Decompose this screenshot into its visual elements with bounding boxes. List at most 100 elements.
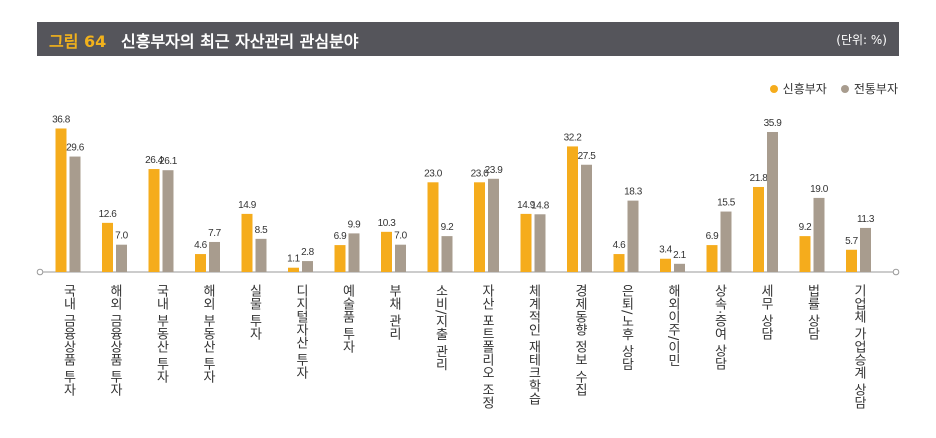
bar-a-10	[520, 213, 532, 272]
bar-a-17	[846, 249, 857, 272]
bar-b-15	[767, 131, 778, 272]
category-label-12: 은퇴/노후 상담	[619, 284, 634, 371]
value-label-b-10: 14.8	[531, 200, 550, 211]
bar-a-14	[706, 245, 718, 272]
bar-a-5	[288, 267, 299, 272]
bar-b-5	[302, 261, 313, 272]
value-label-a-8: 23.0	[424, 168, 443, 179]
value-label-b-6: 9.9	[348, 219, 362, 230]
value-label-a-9: 23.0	[471, 168, 490, 179]
category-label-17: 기업체 가업승계 상담	[851, 284, 866, 410]
category-label-16: 법률 상담	[805, 284, 820, 341]
value-label-b-3: 7.7	[208, 228, 222, 239]
value-label-b-0: 29.6	[66, 143, 85, 154]
category-label-11: 경제동향 정보 수집	[572, 284, 587, 397]
value-label-b-7: 7.0	[394, 231, 408, 242]
category-label-7: 부채 관리	[386, 284, 401, 341]
value-label-a-6: 6.9	[334, 231, 348, 242]
value-label-b-2: 26.1	[159, 156, 178, 167]
category-label-15: 세무 상담	[758, 284, 773, 341]
value-label-b-15: 35.9	[764, 118, 783, 129]
legend-swatch-series-b	[840, 84, 849, 93]
bar-b-14	[720, 211, 732, 272]
value-label-a-16: 9.2	[799, 222, 813, 233]
value-label-a-3: 4.6	[194, 240, 208, 251]
bar-a-9	[474, 182, 485, 272]
value-label-b-17: 11.3	[857, 214, 875, 225]
figure-label: 그림 64	[49, 32, 107, 51]
bar-a-15	[753, 186, 764, 272]
bar-b-11	[581, 164, 592, 272]
category-label-14: 상속·증여 상담	[712, 284, 727, 371]
value-label-a-15: 21.8	[750, 173, 769, 184]
bar-a-4	[241, 213, 253, 272]
value-label-a-2: 26.4	[145, 155, 164, 166]
bar-a-13	[660, 258, 671, 272]
bar-b-3	[209, 241, 220, 272]
bar-b-12	[627, 200, 639, 272]
bar-b-9	[488, 178, 499, 272]
bar-b-17	[860, 227, 871, 272]
bar-a-7	[381, 231, 392, 272]
bar-a-6	[334, 245, 346, 272]
bar-a-0	[55, 128, 67, 272]
value-label-a-7: 10.3	[378, 218, 397, 229]
legend-label-series-a: 신흥부자	[782, 82, 827, 96]
value-label-a-5: 1.1	[287, 254, 301, 265]
chart-header: 그림 64 신흥부자의 최근 자산관리 관심분야 (단위: %)	[37, 22, 899, 56]
bar-b-2	[162, 170, 174, 272]
bar-a-11	[567, 146, 578, 272]
value-label-a-11: 32.2	[564, 132, 583, 143]
value-label-b-8: 9.2	[441, 222, 455, 233]
value-label-a-4: 14.9	[238, 200, 257, 211]
category-label-13: 해외이주/이민	[665, 284, 680, 367]
bar-b-7	[395, 244, 406, 272]
value-label-b-13: 2.1	[673, 250, 687, 261]
value-label-b-9: 23.9	[485, 165, 504, 176]
value-label-b-16: 19.0	[810, 184, 829, 195]
bar-b-0	[69, 156, 81, 272]
legend-item-series-b: 전통부자	[840, 80, 898, 97]
value-label-a-0: 36.8	[52, 114, 71, 125]
chart-legend: 신흥부자 전통부자	[769, 80, 898, 97]
bar-a-1	[102, 222, 113, 272]
value-label-a-1: 12.6	[99, 209, 118, 220]
bar-b-6	[348, 233, 360, 272]
value-label-b-4: 8.5	[255, 225, 269, 236]
category-label-4: 실물 투자	[247, 284, 262, 341]
category-label-10: 체계적인 재테크학습	[526, 284, 541, 406]
category-label-5: 디지털자산 투자	[293, 284, 308, 380]
bar-a-3	[195, 254, 206, 272]
bar-a-12	[613, 254, 625, 272]
bar-b-4	[255, 238, 267, 272]
axis-end-left	[36, 268, 44, 276]
chart-title: 신흥부자의 최근 자산관리 관심분야	[121, 32, 359, 51]
category-label-2: 국내 부동산 투자	[154, 284, 169, 384]
bar-a-2	[148, 169, 160, 272]
bar-b-16	[813, 197, 825, 272]
bar-a-8	[427, 182, 439, 272]
value-label-b-12: 18.3	[624, 187, 643, 198]
legend-label-series-b: 전통부자	[853, 82, 898, 96]
unit-label: (단위: %)	[836, 33, 887, 47]
value-label-a-10: 14.9	[517, 200, 536, 211]
category-label-3: 해외 부동산 투자	[200, 284, 215, 384]
bar-b-10	[534, 214, 546, 272]
value-label-a-14: 6.9	[706, 231, 720, 242]
value-label-a-13: 3.4	[659, 245, 673, 256]
bar-b-8	[441, 236, 453, 272]
legend-swatch-series-a	[769, 84, 778, 93]
bar-b-1	[116, 244, 127, 272]
value-label-b-5: 2.8	[301, 247, 315, 258]
category-label-9: 자산 포트폴리오 조정	[479, 284, 494, 410]
category-label-0: 국내 금융상품 투자	[61, 284, 76, 397]
bar-b-13	[674, 263, 685, 272]
value-label-b-14: 15.5	[717, 198, 736, 209]
legend-item-series-a: 신흥부자	[769, 80, 827, 97]
category-label-6: 예술품 투자	[340, 284, 355, 354]
value-label-a-17: 5.7	[845, 236, 859, 247]
value-label-b-11: 27.5	[578, 151, 597, 162]
bar-a-16	[799, 236, 811, 272]
value-label-b-1: 7.0	[115, 231, 129, 242]
